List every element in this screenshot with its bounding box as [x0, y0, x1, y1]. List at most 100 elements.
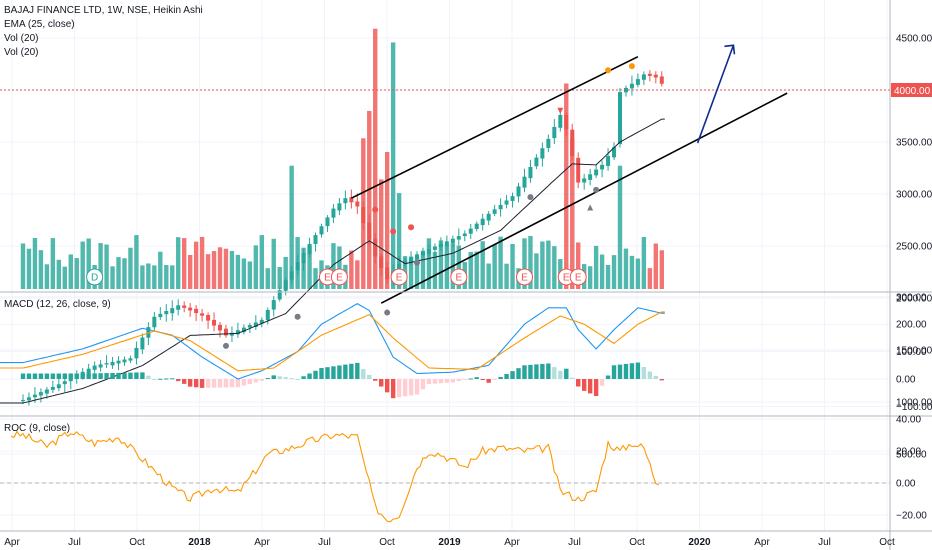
macd-histogram-bar: [426, 379, 432, 385]
volume-bar: [181, 238, 187, 289]
candle-body: [200, 313, 205, 316]
macd-histogram-bar: [462, 379, 467, 380]
volume-bar: [146, 263, 151, 289]
price-candles: [21, 70, 664, 406]
macd-histogram-bar: [199, 379, 205, 388]
macd-histogram-bar: [659, 379, 664, 381]
candle-body: [588, 174, 593, 180]
candle-body: [635, 79, 640, 85]
forecast-arrow-line[interactable]: [696, 45, 735, 144]
legend-ema[interactable]: EMA (25, close): [4, 19, 75, 30]
candle-body: [343, 198, 348, 204]
candle-body: [570, 129, 575, 157]
candle-body: [540, 148, 545, 159]
macd-histogram-bar: [623, 363, 629, 379]
macd-histogram-bar: [116, 372, 121, 379]
macd-axis[interactable]: 300.00 200.00 100.00 0.00 −100.00: [896, 292, 932, 413]
event-flag-circle: [390, 268, 408, 286]
forecast-arrow: [696, 44, 736, 144]
macd-histogram-bar: [158, 378, 163, 380]
volume-bar: [510, 243, 515, 289]
event-flag[interactable]: E: [450, 268, 468, 286]
candle-body: [62, 381, 67, 385]
event-flag-circle: [450, 268, 468, 286]
volume-bar: [205, 254, 211, 289]
chart-title[interactable]: BAJAJ FINANCE LTD, 1W, NSE, Heikin Ashi: [4, 5, 203, 16]
macd-histogram-bar: [384, 379, 390, 393]
roc-legend[interactable]: ROC (9, close): [4, 423, 70, 434]
volume-bar: [367, 110, 372, 290]
macd-histogram-bar: [104, 373, 109, 379]
candle-body: [164, 311, 169, 315]
roc-line: [10, 430, 660, 523]
macd-histogram-bar: [349, 363, 354, 379]
macd-histogram-bar: [581, 379, 587, 391]
event-flag[interactable]: E: [515, 268, 533, 286]
volume-bar: [438, 240, 444, 289]
candle-body: [188, 307, 193, 311]
price-axis[interactable]: 5500.005000.004500.003500.003000.002500.…: [896, 0, 932, 461]
candle-body: [498, 204, 503, 210]
volume-bar: [122, 258, 127, 289]
candle-body: [259, 319, 264, 324]
volume-bar: [199, 236, 205, 289]
candle-body: [218, 324, 223, 331]
candle-body: [56, 384, 61, 389]
macd-histogram-bar: [217, 379, 223, 388]
trend-line[interactable]: [380, 92, 788, 304]
event-flag-circle: [569, 268, 587, 286]
volume-bar: [653, 243, 659, 289]
time-axis[interactable]: Apr Jul Oct 2018 Apr Jul Oct 2019 Apr Jul Oct 2020 A…: [4, 537, 895, 548]
candle-body: [134, 347, 139, 359]
volume-bar: [629, 255, 635, 289]
volume-bar: [432, 251, 438, 289]
volume-bar: [564, 83, 569, 289]
macd-legend[interactable]: MACD (12, 26, close, 9): [4, 299, 111, 310]
volume-bar: [259, 235, 264, 289]
roc-axis[interactable]: 40.00 20.00 0.00 −20.00: [896, 415, 927, 522]
macd-histogram-bar: [32, 373, 38, 379]
volume-bar: [32, 238, 38, 289]
volume-bar: [647, 268, 653, 289]
legend-vol-2[interactable]: Vol (20): [4, 47, 38, 58]
volume-bar: [349, 250, 354, 289]
event-flag[interactable]: E: [569, 268, 587, 286]
time-tick-label: Oct: [129, 537, 145, 548]
event-flag[interactable]: E: [390, 268, 408, 286]
event-flag[interactable]: E: [330, 268, 348, 286]
volume-bar: [408, 256, 414, 289]
macd-histogram-bar: [635, 362, 641, 379]
candle-body: [546, 138, 551, 149]
candle-body: [516, 186, 521, 197]
signal-marker-down: [390, 228, 397, 235]
volume-bar: [271, 238, 276, 289]
volume-bar: [486, 263, 491, 289]
macd-histogram-bar: [62, 373, 67, 379]
candle-body: [26, 397, 31, 401]
volume-bar: [193, 241, 199, 289]
trend-line[interactable]: [350, 56, 639, 199]
signal-markers: [222, 63, 635, 349]
candle-body: [510, 196, 515, 201]
event-flag[interactable]: D: [86, 268, 104, 286]
price-tick-label: 500.00: [896, 450, 927, 461]
macd-histogram-bar: [289, 378, 294, 380]
volume-bar: [229, 250, 235, 289]
volume-bar: [379, 179, 384, 289]
macd-histogram-bar: [307, 373, 312, 379]
forecast-arrow-head[interactable]: [724, 44, 736, 55]
time-tick-label: Jul: [68, 537, 81, 548]
volume-bar: [480, 241, 485, 289]
volume-bar: [223, 248, 229, 289]
time-tick-label: Oct: [879, 537, 895, 548]
macd-histogram-bar: [558, 370, 563, 379]
candle-body: [379, 256, 384, 268]
macd-histogram-bar: [301, 376, 306, 379]
volume-bar: [20, 243, 26, 289]
macd-histogram-bar: [56, 373, 62, 379]
macd-histogram-bar: [319, 368, 324, 379]
legend-vol-1[interactable]: Vol (20): [4, 33, 38, 44]
volume-bar: [74, 258, 79, 289]
